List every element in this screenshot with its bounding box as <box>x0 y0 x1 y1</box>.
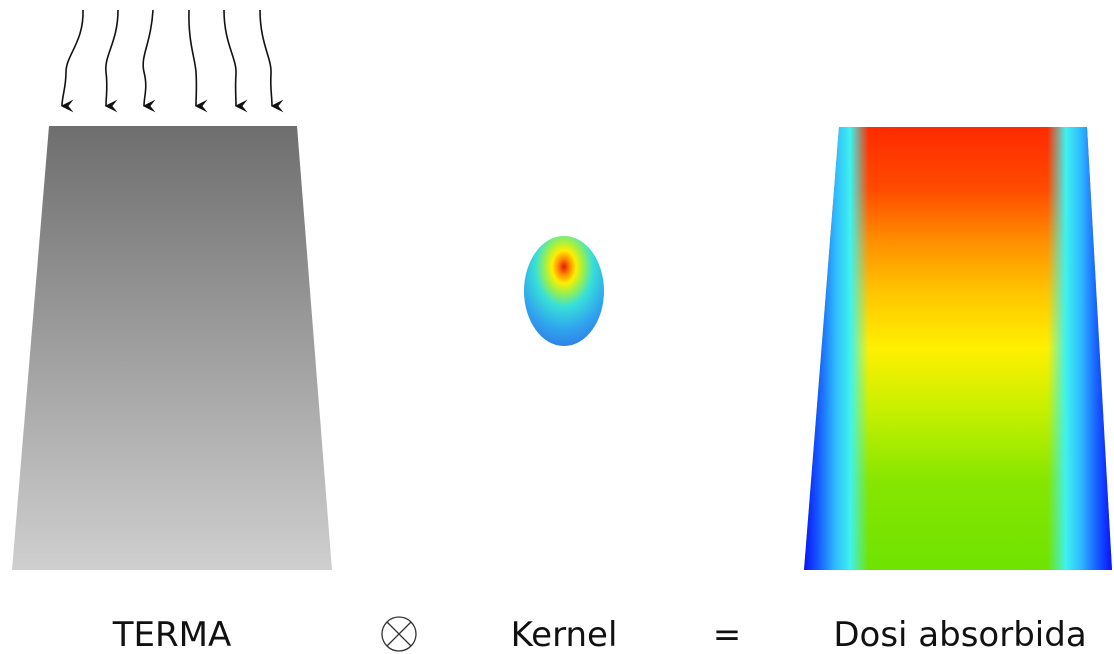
dose-label: Dosi absorbida <box>833 615 1086 654</box>
terma-block <box>12 126 332 570</box>
ray-arrow <box>104 9 119 113</box>
kernel-blob <box>524 236 604 346</box>
equals-label: = <box>713 615 742 654</box>
ray-arrow <box>259 9 284 113</box>
ray-arrow <box>60 9 84 113</box>
circled-times-icon <box>381 616 417 652</box>
kernel-label: Kernel <box>511 615 618 654</box>
incoming-rays <box>60 9 284 113</box>
terma-label: TERMA <box>112 615 231 654</box>
ray-arrow <box>142 9 156 113</box>
dose-distribution <box>804 127 1112 570</box>
ray-arrow <box>223 9 248 113</box>
ray-arrow <box>188 9 208 113</box>
